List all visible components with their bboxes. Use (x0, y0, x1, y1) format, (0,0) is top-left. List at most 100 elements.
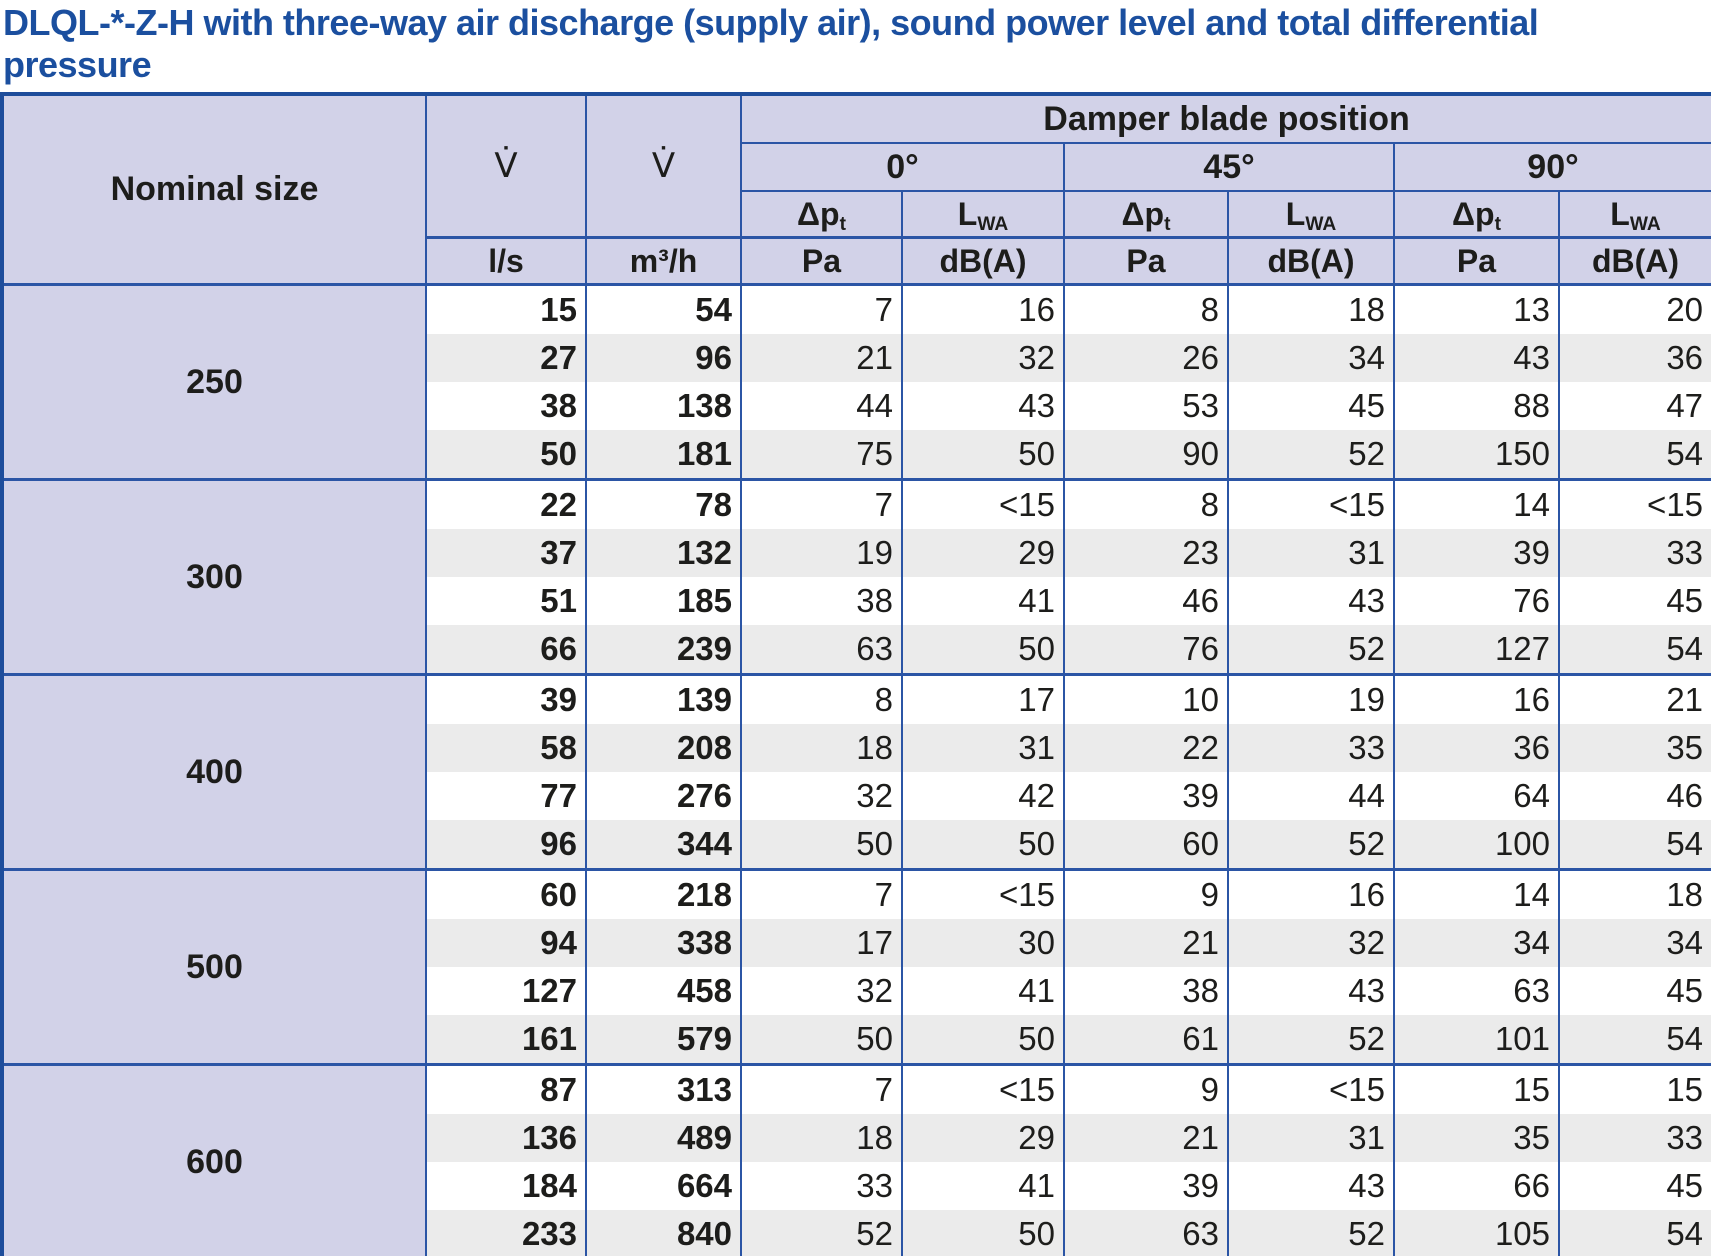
flow-m3h-value: 78 (585, 478, 742, 529)
dpt-0-value: 17 (740, 919, 903, 967)
lwa-90-value: 47 (1557, 382, 1711, 430)
damper-data-table: Nominal size V̇ V̇ Damper blade position… (0, 92, 1711, 1256)
dpt-0-value: 50 (740, 1015, 903, 1065)
lwa-90-value: 21 (1557, 673, 1711, 724)
dpt-45-value: 26 (1063, 334, 1229, 382)
flow-ls-value: 50 (425, 430, 587, 480)
dpt-0-value: 52 (740, 1210, 903, 1256)
lwa-0-value: 16 (901, 283, 1065, 334)
flow-m3h-value: 54 (585, 283, 742, 334)
lwa-0-value: 29 (901, 529, 1065, 577)
lwa-0-value: 41 (901, 1162, 1065, 1210)
dpt-0-value: 7 (740, 868, 903, 919)
lwa-90-value: 33 (1557, 1114, 1711, 1162)
dpt-45-value: 63 (1063, 1210, 1229, 1256)
lwa-0-value: 29 (901, 1114, 1065, 1162)
nominal-size-cell: 250 (1, 283, 427, 480)
dpt-90-value: 66 (1393, 1162, 1560, 1210)
dpt-45-value: 76 (1063, 625, 1229, 675)
dpt-0-value: 32 (740, 967, 903, 1015)
lwa-0-value: 32 (901, 334, 1065, 382)
dpt-45-value: 21 (1063, 919, 1229, 967)
nominal-size-cell: 500 (1, 868, 427, 1065)
nominal-size-cell: 300 (1, 478, 427, 675)
lwa-0-value: 30 (901, 919, 1065, 967)
lwa-45-value: 43 (1227, 1162, 1395, 1210)
table-row: 600 87 313 7 <15 9 <15 15 15 (1, 1063, 1711, 1256)
dpt-0-value: 7 (740, 478, 903, 529)
lwa-45-value: 31 (1227, 529, 1395, 577)
flow-m3h-value: 579 (585, 1015, 742, 1065)
flow-ls-value: 94 (425, 919, 587, 967)
table-row: 27 96 21 32 26 34 43 36 (2, 334, 1711, 382)
lwa-45-value: 43 (1227, 967, 1395, 1015)
lwa-45-value: 34 (1227, 334, 1395, 382)
page-title: DLQL-*-Z-H with three-way air discharge … (3, 2, 1711, 86)
lwa-90-value: 46 (1557, 772, 1711, 820)
lwa-45-value: 44 (1227, 772, 1395, 820)
unit-ls: l/s (425, 236, 587, 286)
dpt-0-value: 50 (740, 820, 903, 870)
flow-m3h-value: 489 (585, 1114, 742, 1162)
unit-dba-90: dB(A) (1557, 236, 1711, 286)
lwa-0-value: <15 (901, 478, 1065, 529)
dpt-45-value: 60 (1063, 820, 1229, 870)
flow-m3h-value: 840 (585, 1210, 742, 1256)
unit-dba-0: dB(A) (901, 236, 1065, 286)
lwa-90-value: 36 (1557, 334, 1711, 382)
flow-m3h-value: 185 (585, 577, 742, 625)
dpt-90-value: 39 (1393, 529, 1560, 577)
page-title-line2: pressure (3, 44, 152, 85)
lwa-45-value: 31 (1227, 1114, 1395, 1162)
lwa-0-value: 50 (901, 820, 1065, 870)
dpt-0-value: 63 (740, 625, 903, 675)
dpt-45-value: 22 (1063, 724, 1229, 772)
flow-m3h-value: 276 (585, 772, 742, 820)
dpt-45-value: 61 (1063, 1015, 1229, 1065)
dpt-0-value: 38 (740, 577, 903, 625)
flow-ls-value: 87 (425, 1063, 587, 1114)
flow-ls-value: 60 (425, 868, 587, 919)
header-lwa-0: LWA (901, 190, 1065, 239)
dpt-0-value: 18 (740, 1114, 903, 1162)
lwa-0-value: 50 (901, 1015, 1065, 1065)
dpt-45-value: 23 (1063, 529, 1229, 577)
table-row: 300 22 78 7 <15 8 <15 14 <15 (1, 478, 1711, 675)
table-row: 77 276 32 42 39 44 64 46 (2, 772, 1711, 820)
lwa-45-value: 43 (1227, 577, 1395, 625)
dpt-90-value: 105 (1393, 1210, 1560, 1256)
dpt-0-value: 44 (740, 382, 903, 430)
lwa-0-value: 41 (901, 967, 1065, 1015)
table-row: 66 239 63 50 76 52 127 54 (2, 625, 1711, 675)
lwa-45-value: <15 (1227, 1063, 1395, 1114)
flow-m3h-value: 313 (585, 1063, 742, 1114)
table-row: 37 132 19 29 23 31 39 33 (2, 529, 1711, 577)
unit-pa-0: Pa (740, 236, 903, 286)
dpt-45-value: 39 (1063, 1162, 1229, 1210)
flow-ls-value: 66 (425, 625, 587, 675)
header-volume-flow-m3h: V̇ (585, 93, 742, 239)
dpt-45-value: 46 (1063, 577, 1229, 625)
flow-m3h-value: 344 (585, 820, 742, 870)
flow-ls-value: 136 (425, 1114, 587, 1162)
dpt-90-value: 35 (1393, 1114, 1560, 1162)
lwa-45-value: 32 (1227, 919, 1395, 967)
dpt-90-value: 14 (1393, 478, 1560, 529)
dpt-90-value: 63 (1393, 967, 1560, 1015)
lwa-0-value: <15 (901, 868, 1065, 919)
flow-ls-value: 22 (425, 478, 587, 529)
table-row: 58 208 18 31 22 33 36 35 (2, 724, 1711, 772)
header-dpt-90: Δpt (1393, 190, 1560, 239)
table-row: 136 489 18 29 21 31 35 33 (2, 1114, 1711, 1162)
table-row: 161 579 50 50 61 52 101 54 (2, 1015, 1711, 1065)
dpt-45-value: 9 (1063, 868, 1229, 919)
dpt-0-value: 33 (740, 1162, 903, 1210)
lwa-90-value: 35 (1557, 724, 1711, 772)
dpt-90-value: 15 (1393, 1063, 1560, 1114)
flow-m3h-value: 218 (585, 868, 742, 919)
flow-m3h-value: 139 (585, 673, 742, 724)
flow-ls-value: 127 (425, 967, 587, 1015)
nominal-size-cell: 600 (1, 1063, 427, 1256)
flow-ls-value: 161 (425, 1015, 587, 1065)
